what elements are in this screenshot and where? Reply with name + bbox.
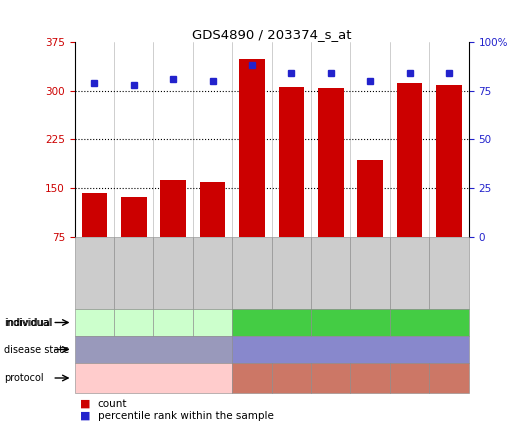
Text: immuniza: immuniza bbox=[432, 385, 466, 391]
Text: immuniza: immuniza bbox=[314, 385, 348, 391]
Text: ■: ■ bbox=[80, 398, 90, 409]
Text: YFV: YFV bbox=[403, 376, 416, 382]
Text: individual: individual bbox=[4, 318, 51, 327]
Text: not immunized: not immunized bbox=[117, 373, 190, 383]
Text: YFV: YFV bbox=[246, 376, 259, 382]
Bar bbox=[160, 180, 186, 237]
Bar bbox=[81, 193, 107, 237]
Text: ■: ■ bbox=[80, 410, 90, 420]
Bar bbox=[239, 60, 265, 237]
Text: healthy: healthy bbox=[335, 345, 366, 354]
Text: GSM1256968: GSM1256968 bbox=[90, 247, 99, 299]
Text: immuniza: immuniza bbox=[353, 385, 387, 391]
Text: SLE 1: SLE 1 bbox=[82, 318, 107, 327]
Text: immuniza: immuniza bbox=[392, 385, 427, 391]
Text: GSM1256989: GSM1256989 bbox=[327, 247, 335, 299]
Text: disease state: disease state bbox=[4, 344, 69, 354]
Text: GSM1256993: GSM1256993 bbox=[444, 247, 453, 299]
Text: individual: individual bbox=[5, 318, 53, 327]
Text: before: before bbox=[320, 367, 342, 373]
Text: YFV: YFV bbox=[324, 376, 337, 382]
Text: protocol: protocol bbox=[4, 373, 43, 383]
Text: GSM1256969: GSM1256969 bbox=[129, 247, 138, 299]
Text: after: after bbox=[283, 367, 300, 373]
Text: GSM1256988: GSM1256988 bbox=[248, 247, 256, 299]
Text: systemic lupus erythematosus: systemic lupus erythematosus bbox=[89, 345, 218, 354]
Title: GDS4890 / 203374_s_at: GDS4890 / 203374_s_at bbox=[192, 28, 351, 41]
Text: after: after bbox=[362, 367, 379, 373]
Text: ND 57: ND 57 bbox=[415, 318, 443, 327]
Text: SLE 2: SLE 2 bbox=[122, 318, 146, 327]
Text: YFV: YFV bbox=[285, 376, 298, 382]
Bar bbox=[121, 198, 147, 237]
Text: immuniza: immuniza bbox=[235, 385, 269, 391]
Text: immuniza: immuniza bbox=[274, 385, 308, 391]
Bar bbox=[436, 85, 462, 237]
Text: YFV: YFV bbox=[364, 376, 376, 382]
Bar bbox=[279, 88, 304, 237]
Bar bbox=[397, 83, 422, 237]
Bar bbox=[318, 88, 344, 237]
Text: percentile rank within the sample: percentile rank within the sample bbox=[98, 410, 274, 420]
Text: ND 55: ND 55 bbox=[258, 318, 286, 327]
Text: count: count bbox=[98, 398, 127, 409]
Text: before: before bbox=[241, 367, 263, 373]
Text: before: before bbox=[399, 367, 421, 373]
Text: SLE 3: SLE 3 bbox=[161, 318, 186, 327]
Text: GSM1256991: GSM1256991 bbox=[287, 247, 296, 299]
Text: GSM1256992: GSM1256992 bbox=[366, 247, 374, 299]
Text: GSM1256990: GSM1256990 bbox=[405, 247, 414, 299]
Text: YFV: YFV bbox=[442, 376, 455, 382]
Bar bbox=[357, 160, 383, 237]
Text: GSM1256970: GSM1256970 bbox=[169, 247, 178, 299]
Text: ND 56: ND 56 bbox=[336, 318, 365, 327]
Text: after: after bbox=[441, 367, 457, 373]
Text: SLE 4: SLE 4 bbox=[200, 318, 225, 327]
Bar bbox=[200, 182, 226, 237]
Text: GSM1256971: GSM1256971 bbox=[208, 247, 217, 299]
